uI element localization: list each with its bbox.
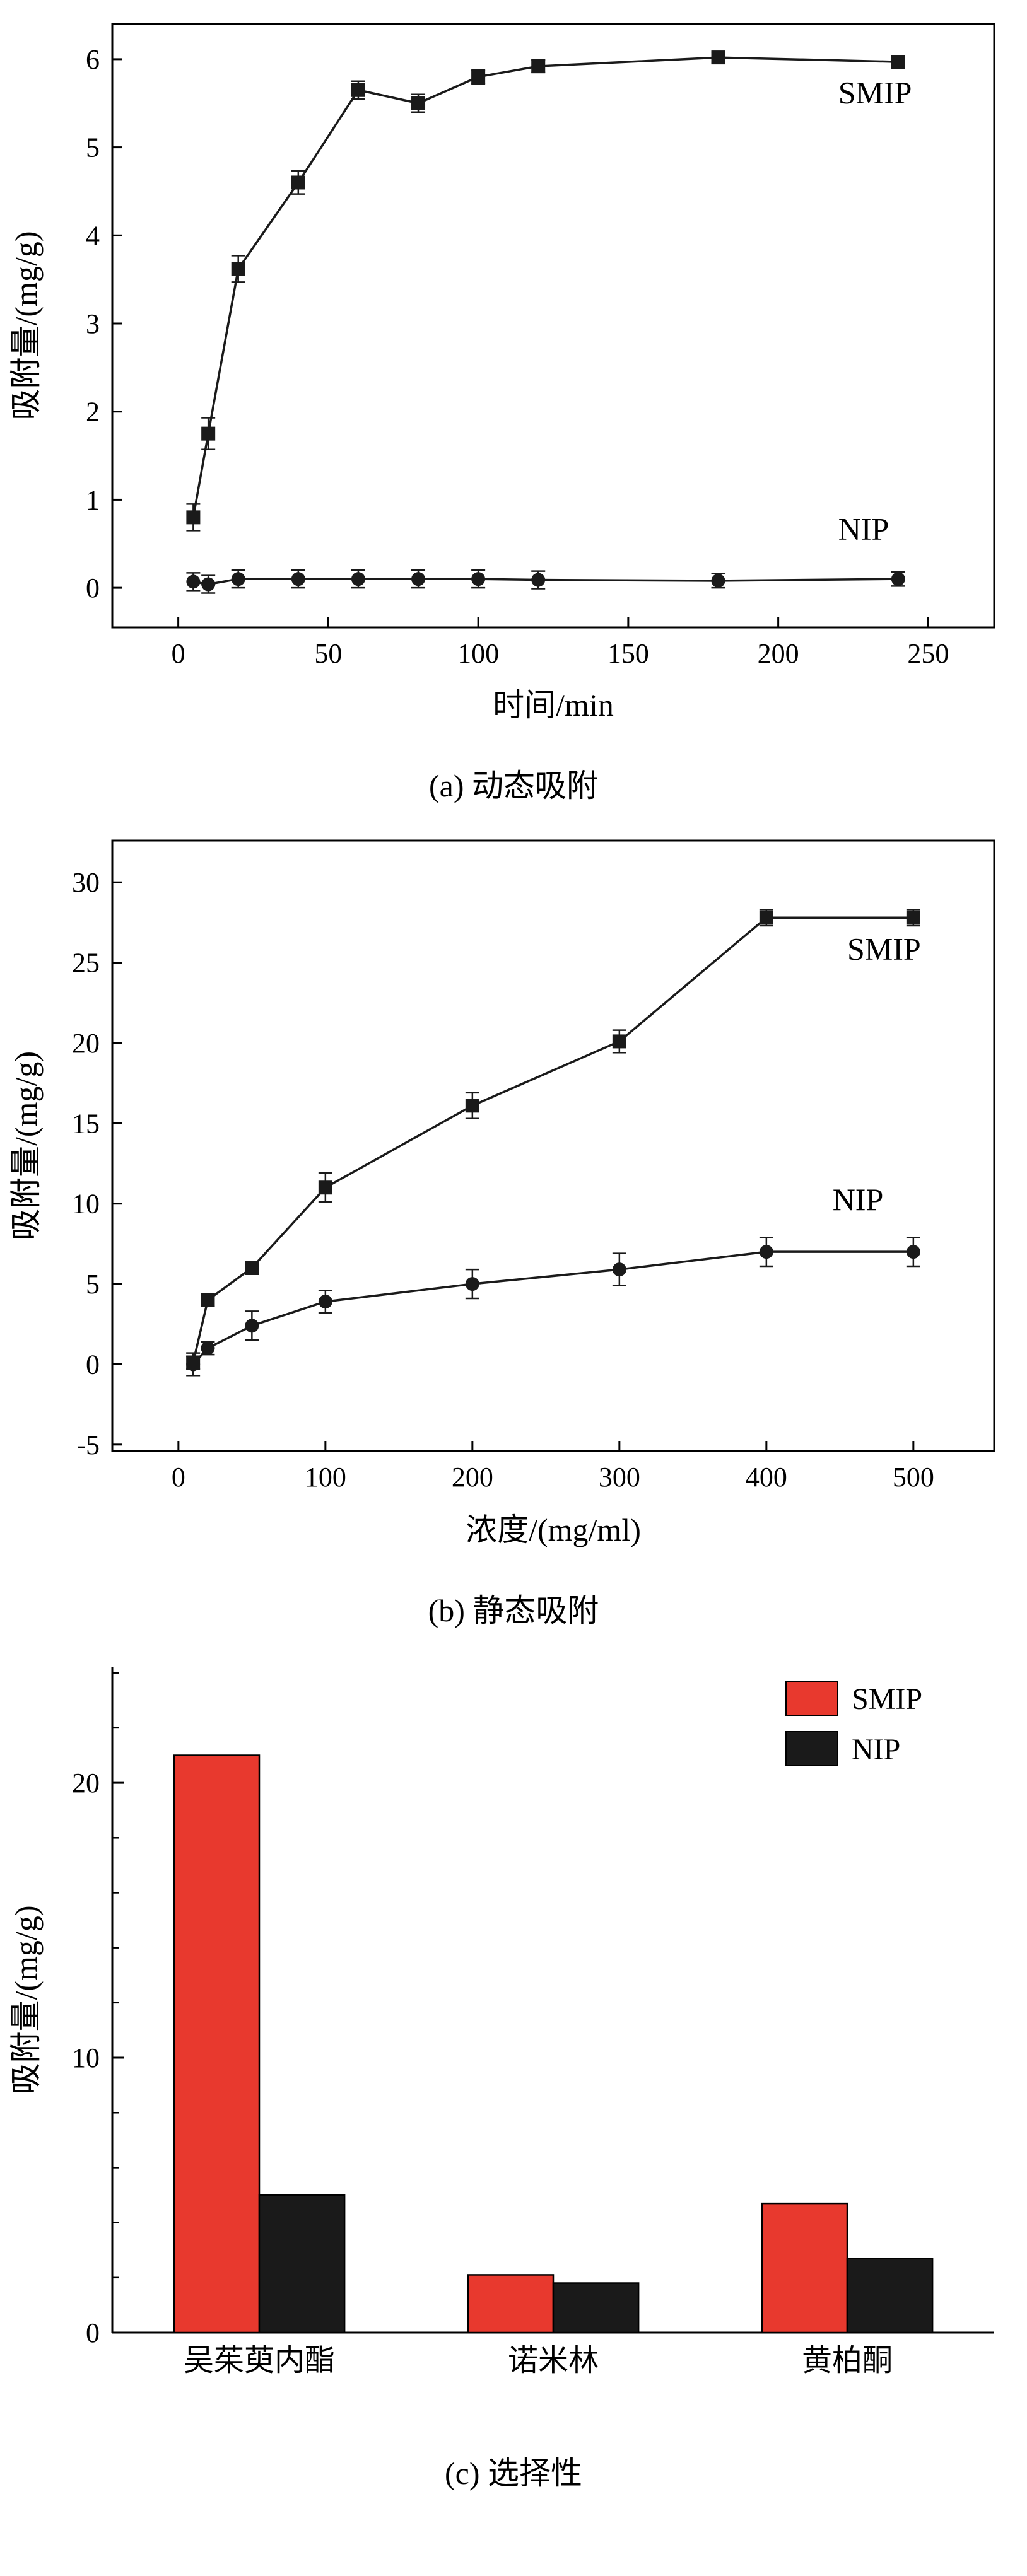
svg-text:诺米林: 诺米林 <box>508 2344 599 2377</box>
svg-text:NIP: NIP <box>852 1733 900 1766</box>
svg-text:吸附量/(mg/g): 吸附量/(mg/g) <box>8 1051 44 1240</box>
caption-c: (c) 选择性 <box>445 2456 582 2491</box>
svg-text:0: 0 <box>172 638 185 669</box>
svg-text:20: 20 <box>72 1028 100 1059</box>
caption-a: (a) 动态吸附 <box>429 768 598 803</box>
svg-text:NIP: NIP <box>838 511 889 546</box>
svg-text:SMIP: SMIP <box>847 931 921 967</box>
svg-text:300: 300 <box>599 1462 640 1493</box>
svg-text:500: 500 <box>893 1462 934 1493</box>
chart-c-selectivity-bar-plot: 0 10 20 吸附量/(mg/g) 吴茱萸内酯 诺米林 黄柏酮 SMIP NIP <box>8 1667 994 2377</box>
svg-text:50: 50 <box>314 638 342 669</box>
svg-text:5: 5 <box>86 1269 100 1300</box>
panel-a-dynamic-adsorption: 0 50 100 150 200 250 0 1 2 3 4 5 6 时间/min 吸附量/(mg/g) SM… <box>0 5 1027 820</box>
svg-text:100: 100 <box>305 1462 346 1493</box>
svg-text:5: 5 <box>86 132 100 163</box>
svg-text:黄柏酮: 黄柏酮 <box>802 2344 893 2377</box>
chart-b-static-adsorption-line-plot: 0 100 200 300 400 500 -5 0 5 10 15 20 25 30 浓度/(mg/ml)… <box>8 839 995 1547</box>
svg-text:4: 4 <box>86 220 100 251</box>
svg-text:25: 25 <box>72 948 100 979</box>
svg-text:吸附量/(mg/g): 吸附量/(mg/g) <box>8 231 44 421</box>
svg-text:30: 30 <box>72 867 100 898</box>
svg-text:0: 0 <box>172 1462 185 1493</box>
svg-text:SMIP: SMIP <box>852 1682 922 1716</box>
svg-text:250: 250 <box>907 638 949 669</box>
svg-text:100: 100 <box>457 638 499 669</box>
svg-text:3: 3 <box>86 308 100 339</box>
svg-text:1: 1 <box>86 484 100 515</box>
svg-text:时间/min: 时间/min <box>493 687 614 723</box>
svg-text:6: 6 <box>86 44 100 75</box>
svg-text:2: 2 <box>86 397 100 428</box>
svg-text:SMIP: SMIP <box>838 75 912 110</box>
panel-c-selectivity: 0 10 20 吸附量/(mg/g) 吴茱萸内酯 诺米林 黄柏酮 SMIP NIP (c) 选择… <box>0 1645 1027 2508</box>
caption-b: (b) 静态吸附 <box>428 1593 599 1628</box>
panel-b-static-adsorption: 0 100 200 300 400 500 -5 0 5 10 15 20 25 30 浓度/(mg/ml)… <box>0 820 1027 1645</box>
svg-text:15: 15 <box>72 1108 100 1139</box>
chart-a-dynamic-adsorption-line-plot: 0 50 100 150 200 250 0 1 2 3 4 5 6 时间/min 吸附量/(mg/g) SM… <box>8 23 995 723</box>
svg-text:0: 0 <box>86 2317 100 2348</box>
svg-text:吴茱萸内酯: 吴茱萸内酯 <box>184 2344 335 2377</box>
scientific-figure: 0 50 100 150 200 250 0 1 2 3 4 5 6 时间/min 吸附量/(mg/g) SM… <box>0 5 1027 2508</box>
svg-text:浓度/(mg/ml): 浓度/(mg/ml) <box>466 1512 641 1547</box>
svg-text:吸附量/(mg/g): 吸附量/(mg/g) <box>8 1906 44 2095</box>
svg-text:10: 10 <box>72 1189 100 1220</box>
svg-text:150: 150 <box>607 638 649 669</box>
svg-text:NIP: NIP <box>833 1182 884 1217</box>
svg-text:10: 10 <box>72 2043 100 2073</box>
svg-text:-5: -5 <box>76 1430 100 1460</box>
svg-text:200: 200 <box>452 1462 493 1493</box>
svg-text:0: 0 <box>86 573 100 603</box>
svg-text:20: 20 <box>72 1768 100 1798</box>
svg-text:200: 200 <box>758 638 799 669</box>
svg-text:400: 400 <box>746 1462 787 1493</box>
svg-text:0: 0 <box>86 1349 100 1380</box>
